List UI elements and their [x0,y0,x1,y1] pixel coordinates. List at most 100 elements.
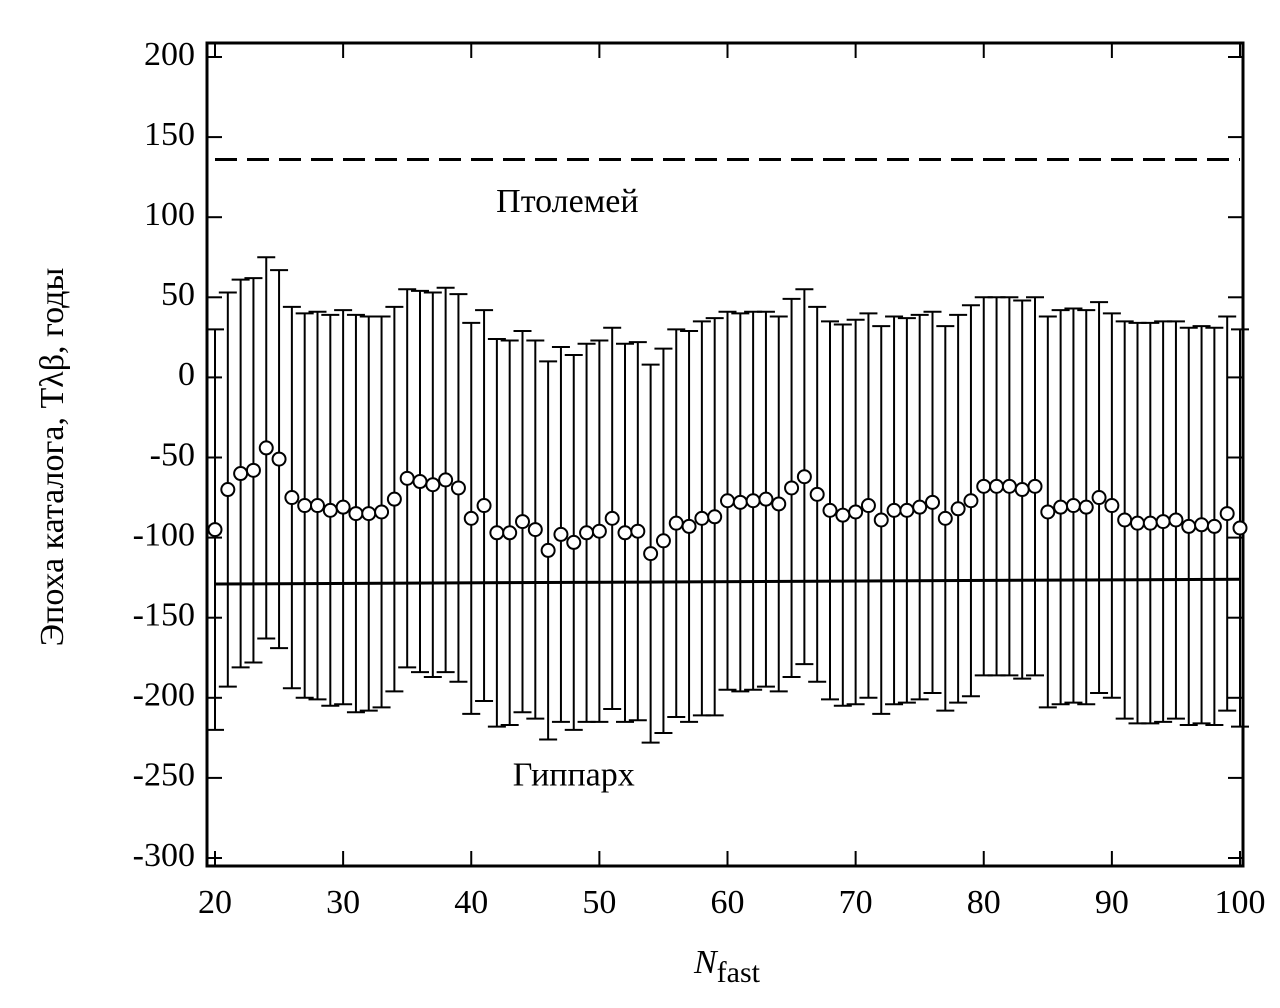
reference-label: Гиппарх [513,757,635,794]
data-point [1053,499,1069,515]
data-point [1155,514,1171,530]
data-point [668,515,684,531]
data-point [386,491,402,507]
data-point [258,440,274,456]
data-point [1014,482,1030,498]
x-tick-label: 20 [198,884,232,921]
error-bar [1115,320,1134,720]
data-point [1130,515,1145,531]
y-tick-label: -250 [133,757,195,794]
error-bar [321,313,340,707]
error-bar [500,339,519,727]
x-label-sub: fast [717,956,761,989]
error-bar [1166,320,1185,720]
error-bar [449,293,468,683]
data-point [489,525,505,541]
data-point [912,499,928,515]
data-point [886,502,902,518]
error-bar [1038,315,1057,709]
x-axis-label: Nfast [693,944,761,989]
error-bar [257,256,276,640]
data-point [335,499,351,515]
data-point [515,514,530,530]
data-point [450,480,466,496]
error-bar [590,339,609,723]
error-bar [769,315,788,693]
error-bar [1128,321,1147,725]
data-point [527,522,543,538]
data-point [207,522,223,538]
data-point [271,451,287,467]
data-point [1065,498,1081,514]
error-bar [628,341,647,722]
error-bar [603,326,622,711]
error-bar [654,347,673,735]
x-label-main: N [693,944,719,981]
error-bar [539,360,558,741]
y-tick-label: -50 [150,436,195,473]
y-tick-label: 50 [161,276,195,313]
error-bar [1064,307,1083,704]
error-bar [564,353,583,731]
error-bar [462,321,481,715]
error-bar [936,325,955,712]
y-tick-label: 0 [178,356,195,393]
error-bar [859,312,878,699]
error-bar [270,269,289,650]
error-bar [372,315,391,709]
data-point [681,518,697,534]
data-point [1104,498,1120,514]
data-point [566,534,582,550]
data-point [245,462,261,478]
error-bar [821,320,839,701]
data-point [617,525,633,541]
data-point [591,523,607,539]
data-point [976,478,992,494]
data-point [1027,478,1043,494]
y-tick-label: -300 [133,837,195,874]
error-bar [795,288,814,666]
error-bar [987,296,1006,677]
error-bar [1051,309,1070,706]
data-point [322,502,338,518]
data-point [732,494,748,510]
x-tick-label: 70 [839,884,873,921]
data-point [604,510,620,526]
error-bar [231,278,250,669]
error-bar [385,305,404,693]
data-point [1001,478,1017,494]
data-point [412,474,428,490]
error-bar [1102,312,1121,699]
data-point [399,470,415,486]
error-bar [436,286,455,674]
data-point [989,478,1005,494]
error-bar [923,310,942,694]
x-tick-label: 100 [1215,884,1266,921]
data-point [694,510,710,526]
error-bar [1154,320,1173,723]
error-bar [1000,296,1019,677]
error-bar [1218,315,1237,712]
data-point [835,507,851,523]
error-bar [641,363,660,744]
error-bar [718,310,737,691]
x-tick-label: 40 [454,884,488,921]
error-bar [411,289,429,674]
error-bar [782,297,801,678]
data-point [1117,512,1133,528]
data-point [297,498,313,514]
error-bar [731,312,750,693]
error-bar [218,291,237,688]
data-point [630,523,646,539]
error-bar [705,317,724,717]
error-bar [551,345,570,723]
x-tick-label: 30 [326,884,360,921]
data-point [655,533,671,549]
error-bar [846,318,865,706]
data-point [809,486,825,502]
error-bar [885,315,904,706]
error-bar [910,313,929,701]
data-point [1091,490,1107,506]
data-point [502,525,518,541]
